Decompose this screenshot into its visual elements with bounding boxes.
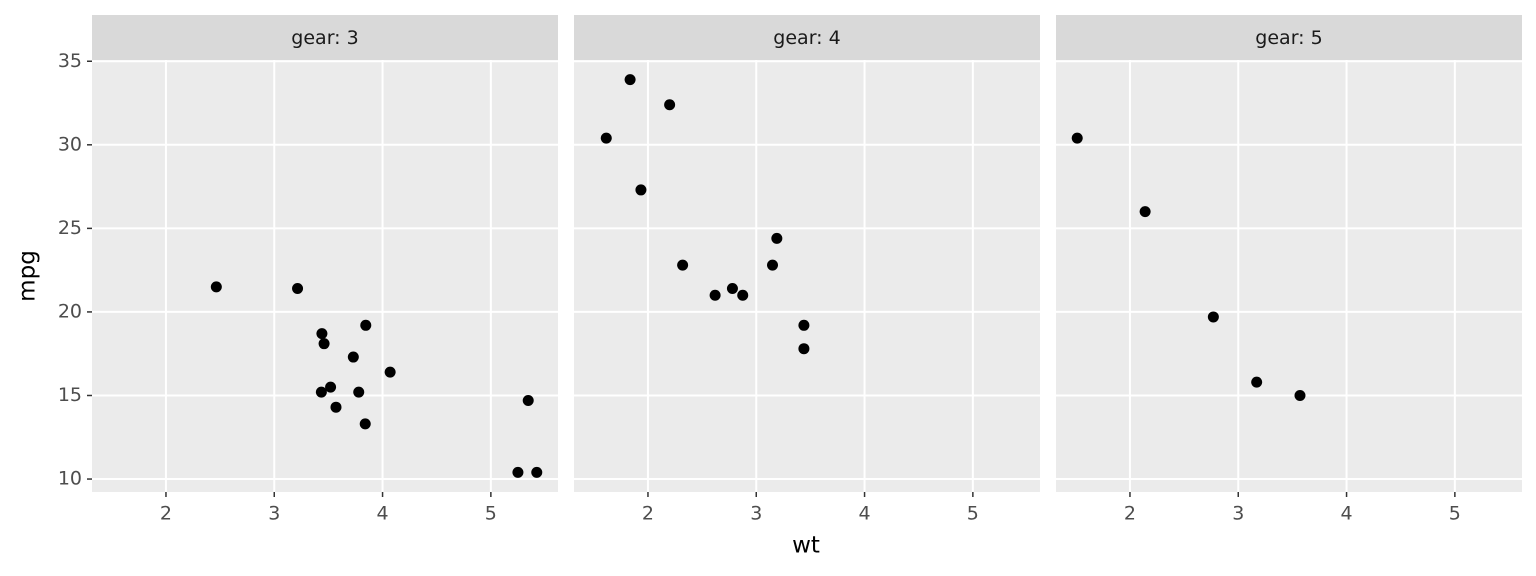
- y-tick-label: 15: [58, 384, 82, 406]
- x-tick-label: 3: [268, 503, 280, 525]
- point: [330, 401, 342, 413]
- point: [210, 281, 222, 293]
- x-tick-label: 4: [377, 503, 389, 525]
- y-tick-label: 10: [58, 468, 82, 490]
- point: [709, 289, 721, 301]
- strip-title: gear: 3: [291, 27, 358, 49]
- x-tick-label: 5: [485, 503, 497, 525]
- point: [1294, 389, 1306, 401]
- x-tick-label: 3: [750, 503, 762, 525]
- point: [1139, 206, 1151, 218]
- point: [664, 99, 676, 111]
- x-tick-label: 2: [160, 503, 172, 525]
- point: [600, 132, 612, 144]
- panel: [1056, 60, 1522, 492]
- strip-title: gear: 4: [773, 27, 840, 49]
- y-tick-label: 30: [58, 133, 82, 155]
- point: [512, 466, 524, 478]
- x-axis-title: wt: [792, 533, 820, 559]
- x-tick-label: 2: [1124, 503, 1136, 525]
- x-tick-label: 2: [642, 503, 654, 525]
- y-tick-label: 25: [58, 217, 82, 239]
- point: [737, 289, 749, 301]
- point: [1251, 376, 1263, 388]
- point: [1071, 132, 1083, 144]
- strip: [574, 15, 1040, 60]
- point: [726, 283, 738, 295]
- y-tick-label: 35: [58, 50, 82, 72]
- point: [316, 328, 328, 340]
- point: [635, 184, 647, 196]
- point: [353, 386, 365, 398]
- point: [677, 259, 689, 271]
- x-tick-label: 5: [1449, 503, 1461, 525]
- strip-title: gear: 5: [1255, 27, 1322, 49]
- point: [798, 343, 810, 355]
- point: [1207, 311, 1219, 323]
- point: [360, 319, 372, 331]
- x-tick-label: 5: [967, 503, 979, 525]
- point: [384, 366, 396, 378]
- point: [771, 232, 783, 244]
- x-tick-label: 4: [1341, 503, 1353, 525]
- strip: [1056, 15, 1522, 60]
- y-tick-label: 20: [58, 300, 82, 322]
- panel: [574, 60, 1040, 492]
- x-tick-label: 3: [1232, 503, 1244, 525]
- point: [325, 381, 337, 393]
- y-axis-title: mpg: [15, 250, 41, 302]
- point: [359, 418, 371, 430]
- x-tick-label: 4: [859, 503, 871, 525]
- strip: [92, 15, 558, 60]
- point: [624, 74, 636, 86]
- point: [347, 351, 359, 363]
- panel: [92, 60, 558, 492]
- point: [798, 319, 810, 331]
- point: [318, 338, 330, 350]
- point: [315, 386, 327, 398]
- point: [767, 259, 779, 271]
- point: [531, 466, 543, 478]
- point: [522, 395, 534, 407]
- point: [292, 283, 304, 295]
